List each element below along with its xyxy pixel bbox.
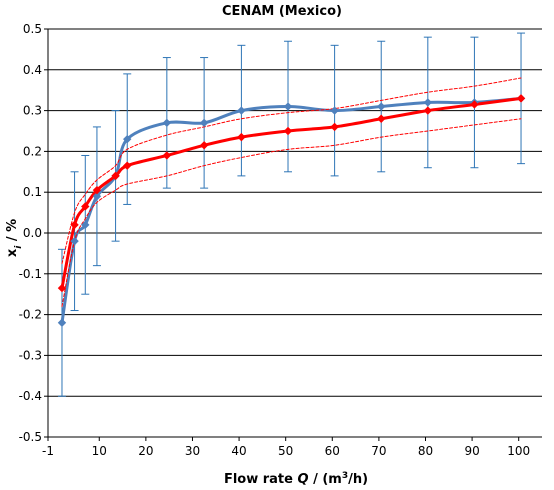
y-tick-label: 0.4 [23,63,42,77]
data-point [92,185,102,195]
data-point [111,171,120,181]
y-tick-label: 0.0 [23,226,42,240]
data-point [423,106,433,115]
series-line [60,96,523,290]
data-point [57,283,67,293]
x-tick-label: 40 [231,444,246,458]
x-tick-label: 90 [464,444,479,458]
data-point [470,100,479,109]
data-point [81,220,90,230]
x-tick-label: 10 [92,444,107,458]
data-point [70,236,79,246]
data-point [92,192,102,201]
uncertainty-band-line [61,118,522,307]
data-point [70,220,79,230]
data-point [199,141,209,150]
data-point [330,106,339,115]
data-point [199,118,209,128]
tick-labels: -0.5 -0.4 -0.3 -0.2 -0.1 0.0 0.1 0.2 0.3 0.4 0.5 -1… [19,22,531,458]
y-tick-label: 0.5 [23,22,42,36]
y-tick-label: 0.2 [23,144,42,158]
x-tick-label: 30 [185,444,200,458]
x-tick-label: 80 [418,444,433,458]
data-point [123,161,132,170]
x-tick-label: 60 [325,444,340,458]
y-tick-label: -0.2 [19,308,42,322]
y-tick-label: -0.3 [19,348,42,362]
series-markers [57,94,526,327]
data-point [283,126,293,136]
x-tick-label: 70 [371,444,386,458]
data-point [423,98,433,107]
error-bars [57,32,526,397]
grid-lines [48,28,542,438]
y-tick-label: -0.4 [19,389,42,403]
y-tick-label: -0.1 [19,267,42,281]
x-tick-label: 100 [507,444,530,458]
data-point [377,102,386,111]
data-point [162,118,172,128]
data-point [377,114,386,123]
x-tick-label: 20 [138,444,153,458]
data-point [57,318,67,327]
data-point [283,102,293,111]
x-tick-label: 50 [278,444,293,458]
y-tick-label: 0.3 [23,104,42,118]
axes [44,28,542,441]
data-point [81,202,90,211]
y-tick-label: 0.1 [23,185,42,199]
data-point [237,106,246,115]
x-tick-label: -1 [42,444,54,458]
chart-title: CENAM (Mexico) [222,4,342,19]
data-point [123,134,132,144]
data-point [330,122,339,132]
y-axis-label: xi / % [5,219,24,257]
data-point [162,151,172,160]
series-lines [60,77,523,325]
y-tick-label: -0.5 [19,430,42,444]
x-axis-label: Flow rate Q / (m3/h) [224,471,368,487]
data-point [516,94,526,103]
data-point [237,132,246,142]
